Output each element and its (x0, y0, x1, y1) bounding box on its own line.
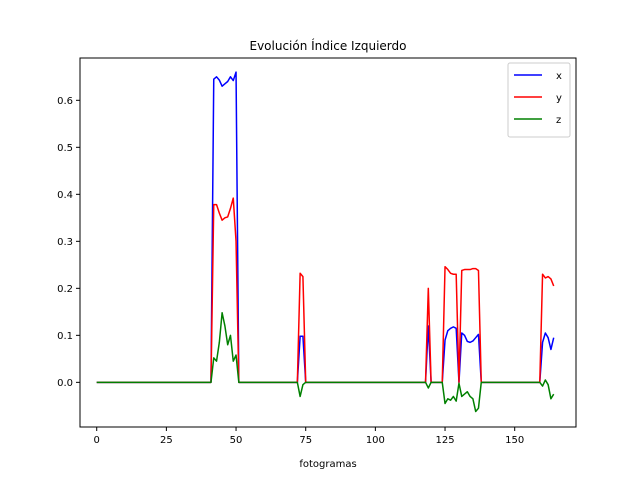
series-line-y (96, 197, 555, 384)
x-tick-label: 0 (94, 435, 100, 446)
legend-label-x: x (556, 71, 562, 82)
plot-frame (79, 57, 577, 428)
plot-area (96, 71, 555, 413)
x-tick-label: 75 (299, 435, 312, 446)
y-tick-label: 0.4 (57, 190, 73, 201)
y-tick-label: 0.5 (57, 143, 73, 154)
series-line-z (96, 312, 555, 413)
y-tick-label: 0.1 (57, 331, 73, 342)
x-tick-label: 50 (230, 435, 243, 446)
y-tick-label: 0.0 (57, 378, 73, 389)
legend-label-z: z (556, 115, 561, 126)
y-axis: 0.0 0.1 0.2 0.3 0.4 0.5 0.6 (57, 96, 80, 389)
x-tick-label: 125 (435, 435, 454, 446)
legend: xyz (507, 62, 571, 138)
chart-title: Evolución Índice Izquierdo (249, 38, 406, 53)
x-tick-label: 100 (366, 435, 385, 446)
legend-label-y: y (556, 93, 562, 104)
series-line-x (96, 71, 555, 384)
y-tick-label: 0.2 (57, 284, 73, 295)
x-tick-label: 150 (505, 435, 524, 446)
x-axis: 0 25 50 75 100 125 150 (94, 427, 524, 446)
x-axis-label: fotogramas (299, 459, 356, 470)
y-tick-label: 0.3 (57, 237, 73, 248)
x-tick-label: 25 (160, 435, 173, 446)
y-tick-label: 0.6 (57, 96, 73, 107)
